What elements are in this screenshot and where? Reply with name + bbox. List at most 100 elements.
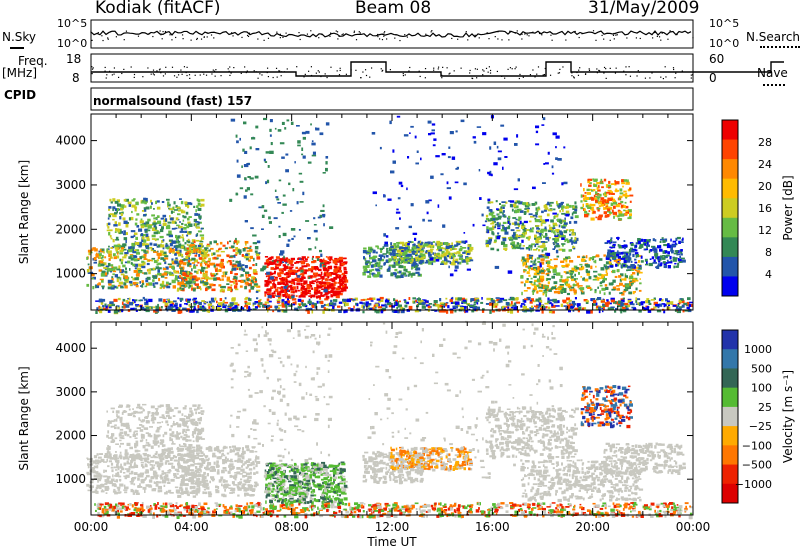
echo-cluster — [588, 184, 592, 187]
ground-scatter — [437, 306, 440, 311]
echo-cluster — [534, 203, 537, 206]
echo-cluster — [608, 185, 612, 189]
echo-cluster — [145, 236, 150, 239]
echo-cluster — [544, 226, 547, 229]
nave-point — [476, 77, 478, 79]
nave-point — [150, 73, 152, 75]
echo-cluster — [399, 251, 403, 255]
echo-scatter — [493, 141, 497, 145]
echo-cluster — [215, 263, 220, 267]
echo-cluster — [294, 262, 297, 264]
echo-cluster — [621, 179, 625, 183]
ground-scatter — [444, 303, 448, 307]
echo-cluster — [171, 220, 177, 224]
echo-cluster — [528, 274, 531, 277]
echo-cluster — [164, 276, 168, 279]
ground-scatter — [650, 308, 655, 311]
ground-scatter — [324, 298, 329, 301]
echo-cluster — [564, 217, 566, 221]
echo-cluster — [298, 268, 301, 271]
echo-cluster — [325, 295, 330, 299]
echo-cluster — [521, 256, 525, 260]
ground-scatter — [400, 309, 405, 314]
ground-scatter — [562, 299, 567, 302]
echo-cluster — [504, 249, 507, 251]
echo-cluster — [179, 272, 182, 275]
echo-cluster — [369, 262, 371, 266]
echo-cluster — [235, 282, 238, 286]
echo-cluster — [618, 213, 623, 217]
echo-cluster — [468, 257, 473, 260]
echo-cluster — [239, 285, 243, 288]
echo-scatter — [288, 182, 291, 186]
echo-cluster — [202, 270, 205, 274]
nave-point — [625, 74, 627, 76]
echo-scatter — [292, 188, 295, 192]
echo-cluster — [172, 251, 175, 254]
ground-scatter — [538, 304, 543, 307]
echo-scatter — [435, 258, 440, 262]
ground-scatter — [522, 305, 527, 309]
echo-scatter — [244, 220, 248, 223]
echo-cluster — [400, 274, 404, 278]
nave-point — [690, 74, 692, 76]
echo-cluster — [568, 256, 571, 259]
echo-cluster — [124, 285, 128, 289]
echo-cluster — [680, 257, 685, 260]
echo-cluster — [315, 256, 320, 259]
echo-cluster — [591, 209, 595, 211]
ground-scatter — [450, 297, 453, 301]
echo-cluster — [380, 249, 383, 253]
echo-scatter — [392, 149, 395, 153]
echo-cluster — [142, 261, 146, 265]
echo-cluster — [396, 261, 400, 265]
echo-cluster — [245, 273, 248, 277]
echo-cluster — [646, 239, 651, 243]
echo-scatter — [244, 265, 248, 269]
echo-cluster — [637, 238, 641, 241]
echo-cluster — [284, 259, 287, 262]
echo-cluster — [675, 265, 679, 268]
echo-cluster — [216, 272, 219, 275]
nsearch-point — [565, 39, 567, 41]
ground-scatter — [572, 304, 575, 308]
echo-cluster — [342, 280, 346, 282]
echo-cluster — [497, 224, 501, 228]
ground-scatter — [508, 298, 513, 301]
echo-cluster — [601, 276, 605, 279]
echo-cluster — [668, 261, 673, 264]
ground-scatter — [615, 301, 619, 305]
echo-cluster — [280, 279, 283, 283]
echo-cluster — [203, 251, 206, 254]
echo-cluster — [286, 276, 290, 278]
echo-cluster — [607, 249, 611, 253]
nsearch-point — [330, 32, 332, 34]
echo-cluster — [535, 239, 539, 243]
echo-cluster — [444, 242, 449, 245]
echo-cluster — [137, 258, 140, 260]
nave-point — [105, 77, 107, 79]
echo-cluster — [115, 286, 119, 289]
nave-point — [345, 73, 347, 75]
echo-scatter — [489, 146, 492, 150]
echo-cluster — [604, 274, 608, 276]
echo-cluster — [392, 249, 396, 253]
echo-scatter — [496, 208, 499, 210]
echo-cluster — [316, 267, 319, 271]
echo-cluster — [107, 286, 111, 290]
echo-cluster — [365, 263, 368, 266]
echo-scatter — [431, 241, 433, 245]
echo-cluster — [408, 250, 412, 254]
echo-cluster — [316, 273, 321, 277]
echo-cluster — [605, 270, 608, 274]
echo-cluster — [599, 284, 603, 287]
echo-cluster — [594, 259, 597, 264]
cpid-frame — [90, 87, 694, 111]
nsky-trace — [90, 30, 692, 38]
echo-cluster — [92, 258, 95, 261]
echo-cluster — [343, 268, 347, 271]
echo-cluster — [571, 230, 575, 233]
echo-scatter — [497, 157, 502, 161]
echo-cluster — [618, 257, 621, 262]
echo-cluster — [670, 238, 672, 242]
